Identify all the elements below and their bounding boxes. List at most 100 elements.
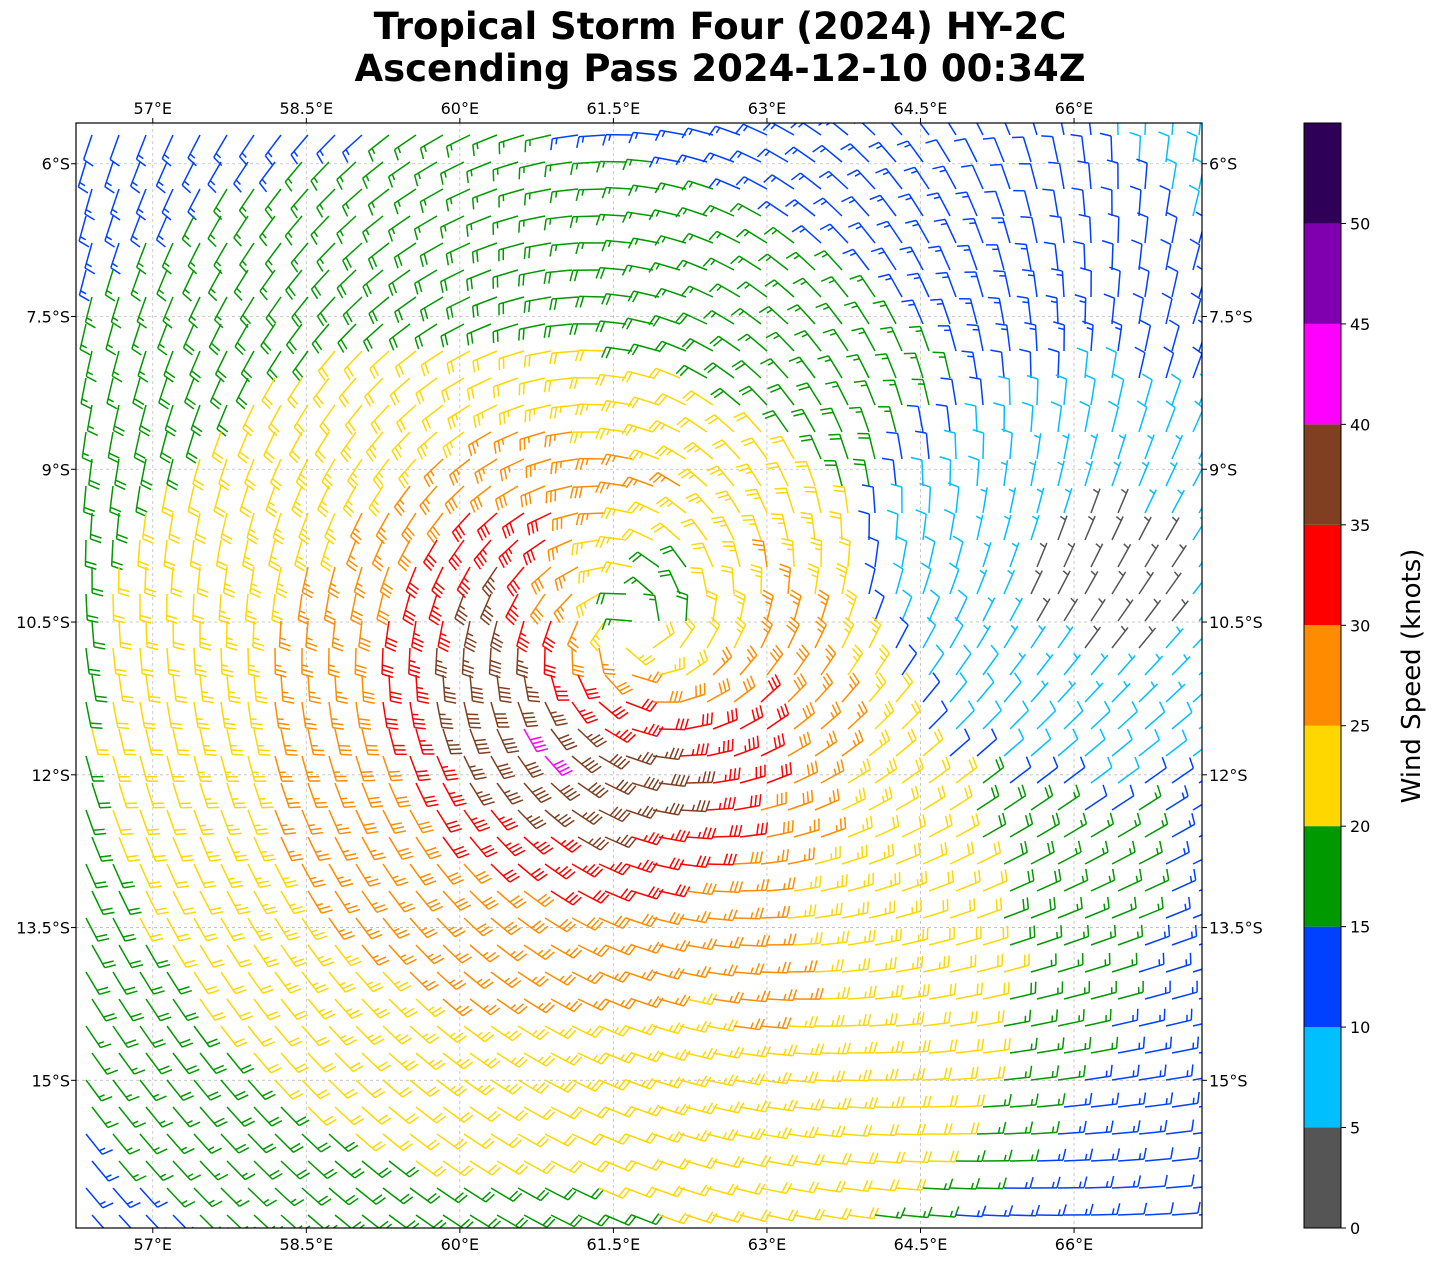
wind-barb [158, 377, 171, 410]
wind-barb [258, 161, 276, 193]
wind-barb [334, 728, 353, 756]
wind-barb [364, 377, 384, 407]
wind-barb [498, 296, 525, 316]
wind-barb [85, 701, 103, 730]
wind-barbs [77, 123, 1202, 1228]
wind-barb [469, 728, 491, 755]
wind-barb [1198, 506, 1202, 514]
wind-barb [787, 1181, 820, 1194]
wind-barb [1170, 373, 1182, 406]
wind-barb [807, 563, 820, 595]
wind-barb [735, 123, 768, 136]
wind-barb [355, 1133, 386, 1152]
wind-barb [760, 733, 786, 757]
wind-barb [164, 404, 177, 437]
wind-barb [685, 882, 717, 896]
wind-barb [132, 377, 145, 410]
wind-barb [1009, 925, 1036, 946]
wind-barb [703, 362, 735, 379]
wind-barb [388, 782, 411, 808]
wind-barb [928, 983, 957, 1000]
wind-barb [355, 809, 379, 835]
wind-barb [1171, 1036, 1200, 1054]
wind-barb [544, 161, 573, 178]
wind-barb [553, 593, 573, 624]
wind-barb [139, 1079, 167, 1102]
wind-barb [976, 1121, 1007, 1135]
wind-barb [550, 728, 578, 751]
grid-lines [76, 123, 1202, 1228]
wind-barb [1084, 728, 1106, 757]
wind-barb [550, 998, 583, 1013]
wind-barb [847, 222, 876, 244]
wind-barb [85, 350, 97, 383]
wind-barb [199, 836, 222, 862]
wind-barb [604, 779, 637, 796]
wind-barb [598, 1187, 631, 1199]
wind-barb [932, 165, 957, 190]
colorbar-tick-label: 15 [1350, 918, 1370, 937]
wind-barb [956, 244, 978, 271]
wind-barb [1009, 812, 1034, 838]
wind-barb [658, 656, 685, 676]
wind-barb [1026, 374, 1039, 406]
wind-barb [1193, 157, 1202, 190]
wind-barb [85, 1025, 112, 1049]
wind-barb [901, 700, 922, 730]
wind-barb [901, 589, 913, 622]
wind-barb [387, 161, 411, 188]
wind-barb [711, 439, 741, 460]
y-tick-label-right: 12°S [1209, 766, 1248, 785]
wind-barb [932, 351, 951, 379]
wind-barb [316, 188, 336, 218]
wind-barb [922, 1067, 953, 1081]
wind-barb [145, 620, 159, 651]
wind-barb [1090, 597, 1106, 622]
wind-barb [577, 1106, 610, 1119]
wind-barb [1021, 401, 1034, 433]
wind-barb [631, 723, 664, 738]
wind-barb [760, 1127, 793, 1140]
wind-barb [393, 242, 417, 269]
wind-barb [604, 1105, 637, 1118]
wind-barb [393, 485, 411, 517]
wind-barb [451, 512, 471, 543]
wind-barb [604, 1159, 637, 1172]
wind-barb [625, 859, 658, 874]
wind-barb [79, 323, 91, 356]
wind-barb [814, 1180, 847, 1193]
wind-barb [1111, 1008, 1139, 1027]
wind-barb [841, 787, 867, 811]
wind-barb [733, 1128, 766, 1141]
wind-barb [791, 225, 822, 244]
y-tick-label-left: 6°S [42, 155, 70, 174]
wind-barb [1074, 294, 1087, 325]
wind-barb [677, 468, 708, 487]
wind-barb [247, 1025, 276, 1047]
wind-barb [976, 624, 992, 649]
wind-barb [955, 1150, 986, 1162]
wind-barb [463, 1187, 495, 1203]
wind-barb [982, 1038, 1011, 1054]
wind-barb [982, 137, 1005, 163]
wind-barb [600, 346, 633, 359]
wind-barb [316, 296, 336, 327]
wind-barb [652, 747, 684, 761]
wind-barb [793, 1098, 825, 1111]
wind-barb [712, 1156, 745, 1169]
wind-barb [517, 701, 539, 728]
wind-barb [517, 809, 547, 830]
wind-barb [415, 1052, 446, 1071]
wind-barb [419, 188, 444, 213]
wind-barb [706, 678, 731, 703]
wind-barb [466, 215, 492, 237]
wind-barb [1051, 268, 1065, 298]
wind-barb [1165, 400, 1176, 433]
wind-barb [388, 1160, 420, 1178]
wind-barb [982, 982, 1010, 1000]
wind-barb [569, 215, 600, 229]
wind-barb [739, 1209, 772, 1223]
wind-barb [598, 1024, 631, 1037]
wind-barb [105, 323, 117, 356]
wind-barb [814, 616, 827, 649]
